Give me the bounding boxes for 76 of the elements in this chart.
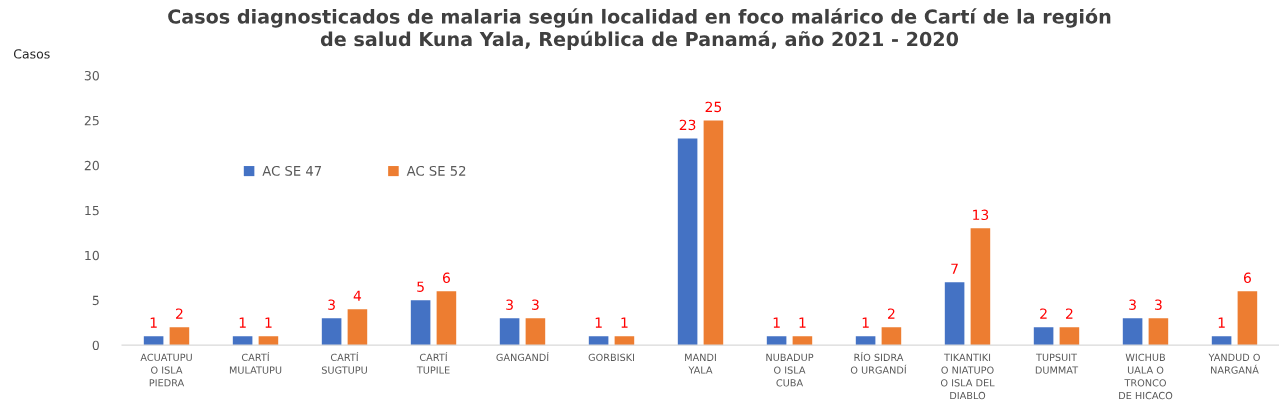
bar	[944, 282, 965, 346]
x-tick-label: GORBISKI	[588, 353, 634, 362]
data-label: 7	[951, 263, 958, 274]
bar	[855, 336, 876, 346]
x-tick-label: TIKANTIKI O NIATUPO O ISLA DEL DIABLO	[940, 353, 995, 400]
bar	[1033, 327, 1054, 346]
data-label: 13	[973, 209, 989, 221]
data-label: 4	[353, 290, 362, 301]
data-label: 2	[888, 308, 895, 319]
legend-label: AC SE 47	[262, 165, 322, 176]
data-label: 3	[532, 299, 539, 310]
x-tick-label: YANDUD O NARGANÁ	[1208, 353, 1260, 374]
x-tick-label: MANDI YALA	[685, 353, 716, 374]
x-tick-label: RÍO SIDRA O URGANDÍ	[850, 351, 907, 374]
x-tick-label: CARTÍ TUPILE	[416, 351, 450, 374]
x-tick-label: GANGANDÍ	[496, 351, 549, 362]
bar	[1211, 336, 1232, 346]
data-label: 5	[417, 281, 424, 292]
y-tick-label: 20	[84, 160, 99, 171]
bar	[588, 336, 609, 346]
x-tick-label: NUBADUP O ISLA CUBA	[766, 353, 814, 387]
data-label: 1	[150, 317, 157, 328]
bar	[347, 309, 368, 346]
x-tick-label: CARTÍ SUGTUPU	[321, 351, 367, 374]
data-label: 3	[328, 299, 335, 310]
bar	[1059, 327, 1080, 346]
data-label: 3	[506, 299, 513, 310]
data-label: 25	[705, 101, 722, 113]
bar	[525, 318, 546, 346]
bar	[410, 300, 431, 346]
data-label: 2	[1066, 308, 1073, 319]
bar	[792, 336, 813, 346]
y-tick-label: 15	[85, 205, 99, 216]
data-label: 1	[239, 317, 246, 328]
data-label: 6	[1243, 272, 1251, 283]
x-tick-label: WICHUB UALA O TRONCO DE HICACO	[1119, 353, 1173, 400]
y-tick-label: 5	[92, 295, 99, 306]
y-tick-label: 10	[85, 250, 99, 261]
bar	[143, 336, 164, 346]
bar	[232, 336, 253, 346]
bar	[614, 336, 635, 346]
data-label: 1	[595, 317, 602, 328]
bar	[703, 120, 724, 346]
bar	[1148, 318, 1169, 346]
y-tick-label: 30	[84, 70, 99, 81]
y-axis-title: Casos	[13, 49, 50, 59]
data-label: 1	[862, 317, 869, 328]
bar	[1122, 318, 1143, 346]
bar	[499, 318, 520, 346]
data-label: 1	[265, 317, 272, 328]
bar	[321, 318, 342, 346]
bar	[677, 138, 698, 346]
data-label: 3	[1129, 299, 1136, 310]
y-tick-label: 25	[84, 115, 99, 126]
bar	[1237, 291, 1258, 346]
data-label: 1	[773, 317, 780, 328]
bar	[881, 327, 902, 346]
data-label: 1	[621, 317, 628, 328]
x-tick-label: ACUATUPU O ISLA PIEDRA	[140, 353, 192, 387]
data-label: 23	[679, 119, 696, 131]
legend-label: AC SE 52	[406, 165, 466, 176]
data-label: 6	[442, 272, 450, 283]
x-tick-label: CARTÍ MULATUPU	[229, 351, 282, 374]
bar	[169, 327, 190, 346]
chart-title: Casos diagnosticados de malaria según localidad en foco malárico de Cartí de la región de salud Kuna Yala, República de Panamá, año 2021 - 2020	[168, 8, 1111, 51]
data-label: 3	[1155, 299, 1162, 310]
bar	[766, 336, 787, 346]
data-label: 1	[1218, 317, 1225, 328]
bar	[436, 291, 457, 346]
y-tick-label: 0	[92, 340, 99, 351]
data-label: 1	[799, 317, 806, 328]
bar	[970, 228, 991, 346]
data-label: 2	[176, 308, 183, 319]
x-tick-label: TUPSUIT DUMMAT	[1035, 353, 1079, 374]
data-label: 2	[1040, 308, 1047, 319]
bar	[258, 336, 279, 346]
